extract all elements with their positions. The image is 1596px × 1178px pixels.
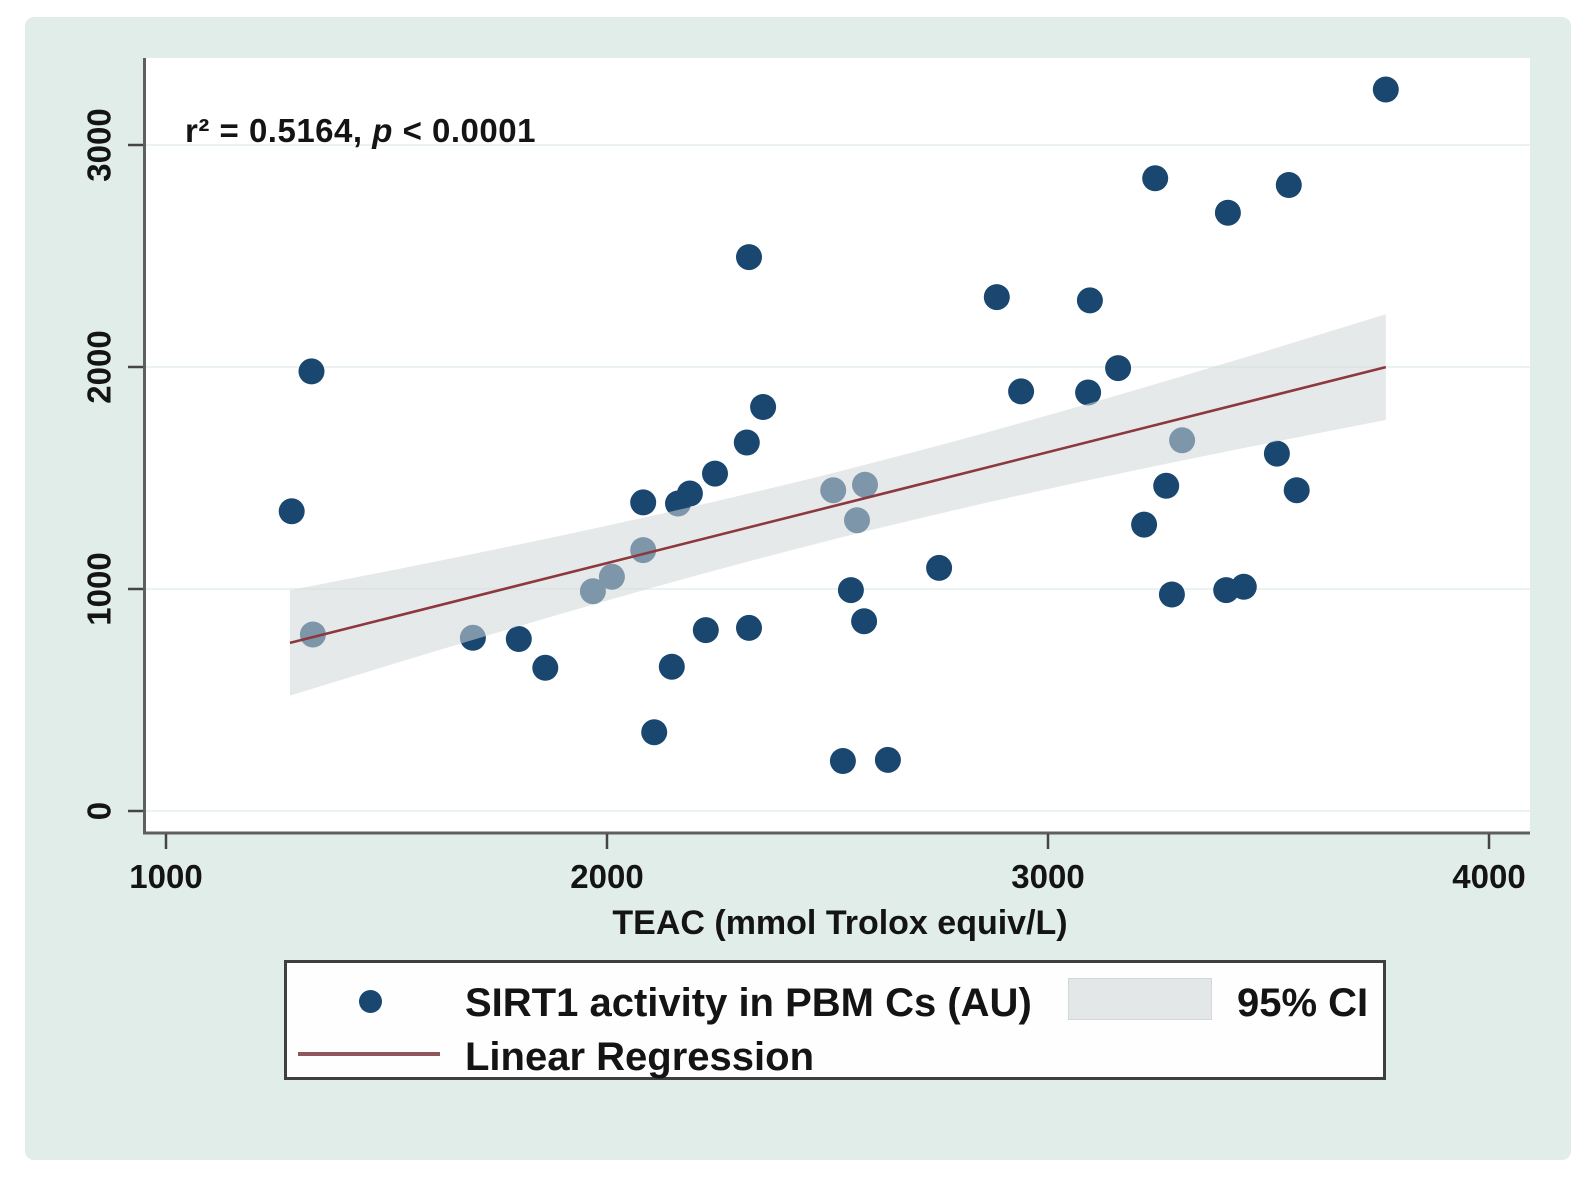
- scatter-point: [1372, 76, 1399, 103]
- scatter-point: [1076, 287, 1103, 314]
- scatter-point: [1008, 378, 1035, 405]
- scatter-point: [1105, 355, 1132, 382]
- y-tick-label: 1000: [81, 552, 118, 625]
- scatter-point: [736, 614, 762, 641]
- regression-line: [289, 365, 1387, 645]
- x-tick-label: 1000: [129, 858, 202, 895]
- scatter-point: [837, 577, 864, 604]
- legend-ci-label: 95% CI: [1237, 981, 1369, 1025]
- x-tick-label: 3000: [1011, 858, 1084, 895]
- scatter-point: [1275, 172, 1302, 198]
- tick-labels: 0 1000 2000 3000 1000 2000 3000 4000: [81, 108, 1526, 895]
- scatter-point: [1214, 199, 1241, 226]
- legend-scatter-marker: [359, 990, 382, 1013]
- scatter-point: [278, 498, 305, 525]
- scatter-point: [1131, 511, 1158, 538]
- legend-regression-label: Linear Regression: [465, 1035, 815, 1079]
- scatter-point: [733, 429, 760, 456]
- legend-box: SIRT1 activity in PBM Cs (AU) 95% CI Lin…: [284, 960, 1386, 1080]
- scatter-point: [851, 608, 878, 635]
- scatter-point: [750, 394, 777, 420]
- axes: [128, 58, 1530, 849]
- y-tick-label: 2000: [81, 330, 118, 403]
- scatter-point: [630, 489, 657, 516]
- p-variable: p: [372, 112, 393, 149]
- scatter-point: [926, 554, 953, 581]
- x-tick-label: 2000: [570, 858, 643, 895]
- p-value: < 0.0001: [402, 112, 536, 149]
- y-tick-label: 3000: [81, 108, 118, 181]
- scatter-point: [1230, 573, 1257, 600]
- scatter-point: [874, 746, 901, 773]
- scatter-point: [532, 654, 559, 681]
- stats-annotation: r² = 0.5164, p < 0.0001: [185, 112, 536, 150]
- scatter-point: [1283, 477, 1310, 504]
- scatter-point: [641, 719, 668, 746]
- scatter-point: [1263, 440, 1290, 467]
- scatter-point: [736, 244, 762, 271]
- plot-area: [143, 58, 1530, 833]
- scatter-point: [692, 617, 719, 644]
- scatter-point: [298, 358, 325, 385]
- scatter-point: [1142, 165, 1169, 192]
- scatter-point: [658, 653, 685, 680]
- scatter-point: [829, 748, 856, 774]
- scatter-point: [676, 480, 703, 507]
- legend-regression-line-swatch: [298, 1052, 440, 1056]
- r-squared-value: r² = 0.5164,: [185, 112, 363, 149]
- x-axis-title: TEAC (mmol Trolox equiv/L): [612, 904, 1067, 942]
- scatter-point: [1153, 472, 1180, 499]
- scatter-point: [983, 284, 1010, 311]
- scatter-point: [505, 626, 532, 652]
- legend-scatter-label: SIRT1 activity in PBM Cs (AU): [465, 981, 1032, 1025]
- y-tick-label: 0: [81, 802, 118, 820]
- scatter-point: [1158, 581, 1185, 608]
- scatter-point: [1075, 379, 1102, 406]
- legend-ci-swatch: [1068, 978, 1212, 1020]
- scatter-point: [702, 460, 728, 487]
- x-tick-label: 4000: [1452, 858, 1525, 895]
